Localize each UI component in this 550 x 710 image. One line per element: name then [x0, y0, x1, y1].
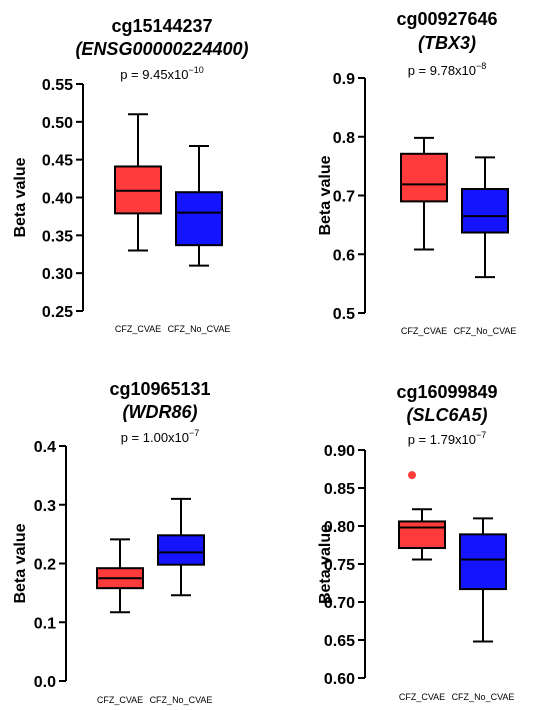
- box-plot-3: cg16099849 (SLC6A5) p = 1.79x10−7 Beta valu…: [317, 382, 514, 702]
- y-tick-label: 0.35: [42, 228, 73, 245]
- iqr-box: [400, 152, 448, 203]
- p-value-exponent: −7: [476, 430, 486, 440]
- y-tick-label: 0.85: [324, 481, 355, 498]
- y-axis-label: Beta value: [12, 157, 29, 237]
- box-plot-0: cg15144237 (ENSG00000224400) p = 9.45x10−1…: [12, 16, 249, 334]
- p-value-annotation: p = 1.00x10−7: [121, 428, 200, 445]
- p-value-exponent: −8: [476, 61, 486, 71]
- box-series-0: CFZ_CVAE: [398, 471, 446, 702]
- y-tick-label: 0.3: [34, 498, 56, 515]
- y-tick-label: 0.80: [324, 519, 355, 536]
- chart-title: cg10965131: [109, 379, 210, 399]
- outlier-point: [408, 471, 416, 480]
- x-category-label: CFZ_No_CVAE: [150, 695, 213, 705]
- y-tick-label: 0.4: [34, 439, 56, 456]
- box-series-1: CFZ_No_CVAE: [150, 497, 213, 705]
- x-category-label: CFZ_No_CVAE: [454, 326, 517, 336]
- box-series-1: CFZ_No_CVAE: [452, 517, 515, 702]
- y-tick-label: 0.50: [42, 115, 73, 132]
- p-value-exponent: −7: [189, 428, 199, 438]
- chart-subtitle: (SLC6A5): [406, 405, 487, 425]
- y-tick-label: 0.75: [324, 557, 355, 574]
- y-tick-label: 0.30: [42, 266, 73, 283]
- chart-subtitle: (TBX3): [418, 33, 476, 53]
- chart-subtitle: (ENSG00000224400): [75, 39, 248, 59]
- box-series-1: CFZ_No_CVAE: [454, 156, 517, 336]
- p-value-annotation: p = 9.78x10−8: [408, 61, 487, 78]
- x-category-label: CFZ_No_CVAE: [452, 692, 515, 702]
- y-tick-label: 0.7: [333, 189, 355, 206]
- box-series-0: CFZ_CVAE: [114, 113, 162, 334]
- x-category-label: CFZ_CVAE: [401, 326, 447, 336]
- y-tick-label: 0.65: [324, 633, 355, 650]
- y-axis-label: Beta value: [317, 155, 334, 235]
- y-tick-label: 0.60: [324, 671, 355, 688]
- p-value-annotation: p = 9.45x10−10: [120, 65, 204, 82]
- iqr-box: [175, 191, 223, 247]
- y-tick-label: 0.8: [333, 130, 355, 147]
- y-tick-label: 0.55: [42, 77, 73, 94]
- y-tick-label: 0.40: [42, 191, 73, 208]
- y-tick-label: 0.2: [34, 557, 56, 574]
- iqr-box: [398, 520, 446, 550]
- y-tick-label: 0.0: [34, 674, 56, 691]
- box-plot-2: cg10965131 (WDR86) p = 1.00x10−7 Beta value…: [12, 379, 212, 705]
- y-axis-label: Beta value: [317, 524, 334, 604]
- y-tick-label: 0.45: [42, 153, 73, 170]
- iqr-box: [459, 533, 507, 591]
- x-category-label: CFZ_No_CVAE: [168, 324, 231, 334]
- y-tick-label: 0.25: [42, 304, 73, 321]
- box-series-0: CFZ_CVAE: [400, 136, 448, 336]
- x-category-label: CFZ_CVAE: [399, 692, 445, 702]
- y-axis-label: Beta value: [12, 523, 29, 603]
- p-value-text: p = 1.00x10: [121, 430, 189, 445]
- iqr-box: [461, 188, 509, 234]
- p-value-exponent: −10: [189, 65, 204, 75]
- chart-title: cg16099849: [396, 382, 497, 402]
- box-series-0: CFZ_CVAE: [96, 538, 144, 705]
- x-category-label: CFZ_CVAE: [115, 324, 161, 334]
- chart-subtitle: (WDR86): [123, 402, 198, 422]
- y-tick-label: 0.6: [333, 247, 355, 264]
- p-value-text: p = 1.79x10: [408, 432, 476, 447]
- x-category-label: CFZ_CVAE: [97, 695, 143, 705]
- p-value-annotation: p = 1.79x10−7: [408, 430, 487, 447]
- chart-title: cg15144237: [111, 16, 212, 36]
- y-tick-label: 0.90: [324, 443, 355, 460]
- box-series-1: CFZ_No_CVAE: [168, 145, 231, 334]
- y-tick-label: 0.5: [333, 306, 355, 323]
- p-value-text: p = 9.45x10: [120, 67, 188, 82]
- y-tick-label: 0.1: [34, 615, 56, 632]
- iqr-box: [157, 534, 205, 566]
- y-tick-label: 0.9: [333, 71, 355, 88]
- chart-title: cg00927646: [396, 9, 497, 29]
- y-tick-label: 0.70: [324, 595, 355, 612]
- p-value-text: p = 9.78x10: [408, 63, 476, 78]
